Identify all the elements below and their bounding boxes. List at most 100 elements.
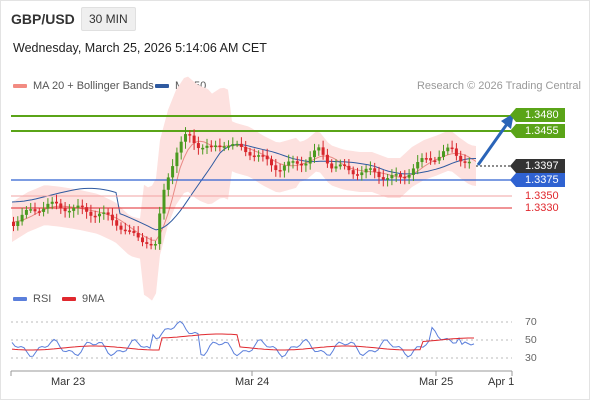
candle-body: [313, 150, 316, 158]
candle-body: [437, 156, 441, 161]
candle-body: [270, 159, 273, 166]
candle-body: [89, 211, 93, 216]
candle-body: [321, 147, 325, 155]
candle-body: [394, 174, 398, 176]
candle-body: [153, 244, 157, 246]
candle-body: [24, 209, 28, 215]
candle-body: [16, 221, 20, 226]
candle-body: [110, 214, 114, 221]
candle-body: [420, 158, 424, 163]
candle-body: [123, 229, 127, 232]
pivot-tag: 1.3375: [510, 173, 565, 187]
candle-body: [132, 230, 136, 234]
timeframe-button[interactable]: 30 MIN: [81, 7, 136, 31]
candle-body: [304, 163, 308, 166]
rsi-level-70: 70: [525, 316, 537, 328]
candle-body: [67, 210, 71, 213]
candle-body: [76, 205, 80, 208]
candle-body: [295, 161, 299, 164]
candle-body: [308, 157, 312, 164]
candle-body: [106, 212, 110, 215]
rsi-ma-line: [11, 333, 474, 351]
candle-body: [188, 134, 192, 136]
candle-body: [368, 168, 372, 170]
x-label-mar24: Mar 24: [235, 376, 270, 388]
candle-body: [403, 176, 407, 179]
rsi-swatch-icon: [13, 297, 27, 302]
candle-body: [93, 215, 97, 218]
candle-body: [29, 209, 33, 211]
candle-body: [158, 213, 162, 245]
candle-body: [149, 243, 153, 246]
candle-body: [192, 135, 196, 144]
candle-body: [467, 161, 471, 164]
candle-body: [166, 177, 170, 190]
candle-body: [231, 144, 235, 147]
candle-body: [330, 163, 334, 169]
candle-body: [12, 222, 15, 226]
candle-body: [351, 170, 355, 175]
candle-body: [218, 145, 222, 148]
level-s1-label: 1.3350: [525, 190, 559, 202]
x-axis-ticks: [10, 371, 513, 376]
candle-body: [360, 172, 364, 176]
candle-body: [42, 208, 46, 212]
moving-averages: [11, 140, 477, 241]
candle-body: [433, 160, 437, 163]
rsi-level-50: 50: [525, 334, 537, 346]
candle-body: [450, 147, 454, 150]
candle-body: [244, 146, 248, 153]
candle-body: [278, 170, 282, 172]
legend-bollinger-label: MA 20 + Bollinger Bands: [33, 80, 154, 92]
candle-body: [141, 237, 144, 243]
candle-body: [407, 174, 411, 178]
candlesticks: [12, 127, 471, 250]
candle-body: [454, 148, 458, 156]
candle-body: [46, 203, 50, 209]
timestamp: Wednesday, March 25, 2026 5:14:06 AM CET: [13, 41, 267, 55]
candle-body: [115, 220, 119, 226]
ma50-swatch-icon: [155, 84, 169, 89]
level-r2-tag: 1.3480: [510, 108, 565, 122]
candle-body: [347, 165, 351, 171]
candle-body: [416, 162, 420, 169]
candle-body: [162, 189, 166, 214]
candle-body: [399, 174, 402, 177]
candle-body: [33, 209, 37, 212]
candle-body: [373, 168, 377, 172]
candle-body: [442, 151, 445, 157]
candle-body: [356, 174, 359, 176]
candle-body: [50, 201, 54, 204]
candle-body: [424, 158, 428, 160]
candle-body: [201, 147, 205, 150]
candle-body: [119, 225, 123, 230]
candle-body: [252, 155, 256, 158]
candle-body: [136, 233, 140, 238]
candle-body: [446, 147, 450, 152]
candle-body: [381, 177, 385, 180]
bollinger-band: [12, 76, 476, 301]
candle-body: [85, 207, 89, 212]
credit-text: Research © 2026 Trading Central: [416, 80, 581, 92]
x-label-mar25: Mar 25: [419, 376, 454, 388]
candle-body: [282, 165, 286, 171]
candle-body: [317, 147, 321, 151]
candle-body: [214, 145, 218, 148]
candle-body: [377, 171, 381, 178]
rsi-lines: [11, 320, 475, 358]
candle-body: [248, 152, 252, 156]
candle-body: [59, 203, 63, 208]
candle-body: [257, 155, 261, 157]
candle-body: [364, 168, 368, 173]
ma20-line: [11, 140, 477, 241]
candle-body: [98, 213, 101, 217]
pair-title: GBP/USD: [11, 11, 75, 27]
candle-body: [63, 207, 67, 212]
legend-bollinger: MA 20 + Bollinger Bands: [13, 80, 154, 92]
legend-9ma: 9MA: [62, 293, 105, 305]
ma9-swatch-icon: [62, 297, 76, 302]
rsi-line: [11, 320, 475, 358]
candle-body: [37, 211, 41, 213]
candle-body: [80, 205, 84, 208]
